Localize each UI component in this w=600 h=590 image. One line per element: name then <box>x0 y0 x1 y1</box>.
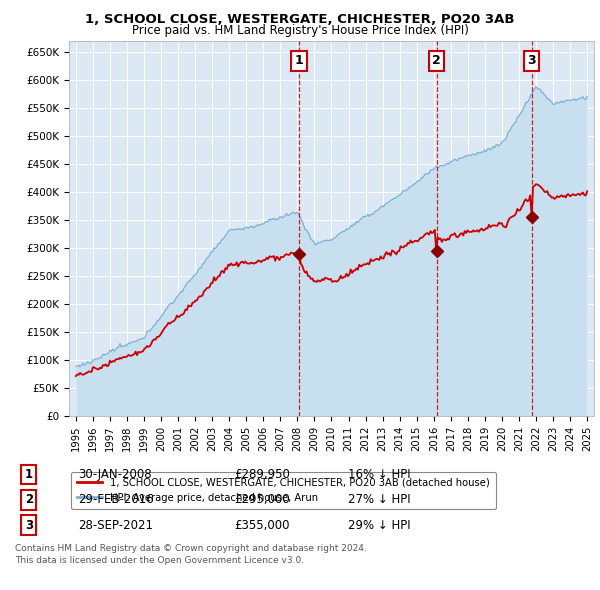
Text: Price paid vs. HM Land Registry's House Price Index (HPI): Price paid vs. HM Land Registry's House … <box>131 24 469 37</box>
Text: 29-FEB-2016: 29-FEB-2016 <box>78 493 154 506</box>
Text: 16% ↓ HPI: 16% ↓ HPI <box>348 468 410 481</box>
Text: 2: 2 <box>25 493 33 506</box>
Text: 3: 3 <box>527 54 536 67</box>
Text: This data is licensed under the Open Government Licence v3.0.: This data is licensed under the Open Gov… <box>15 556 304 565</box>
Text: 1: 1 <box>25 468 33 481</box>
Text: 2: 2 <box>432 54 441 67</box>
Text: £295,000: £295,000 <box>234 493 290 506</box>
Text: 28-SEP-2021: 28-SEP-2021 <box>78 519 153 532</box>
Legend: 1, SCHOOL CLOSE, WESTERGATE, CHICHESTER, PO20 3AB (detached house), HPI: Average: 1, SCHOOL CLOSE, WESTERGATE, CHICHESTER,… <box>71 471 496 509</box>
Text: £355,000: £355,000 <box>234 519 290 532</box>
Text: 1: 1 <box>295 54 303 67</box>
Text: £289,950: £289,950 <box>234 468 290 481</box>
Text: 29% ↓ HPI: 29% ↓ HPI <box>348 519 410 532</box>
Text: 30-JAN-2008: 30-JAN-2008 <box>78 468 152 481</box>
Text: Contains HM Land Registry data © Crown copyright and database right 2024.: Contains HM Land Registry data © Crown c… <box>15 545 367 553</box>
Text: 1, SCHOOL CLOSE, WESTERGATE, CHICHESTER, PO20 3AB: 1, SCHOOL CLOSE, WESTERGATE, CHICHESTER,… <box>85 13 515 26</box>
Text: 3: 3 <box>25 519 33 532</box>
Text: 27% ↓ HPI: 27% ↓ HPI <box>348 493 410 506</box>
